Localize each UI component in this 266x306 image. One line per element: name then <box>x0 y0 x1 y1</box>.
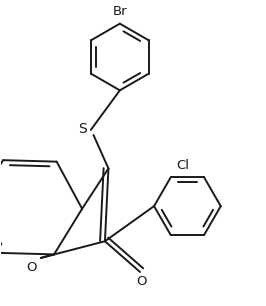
Text: O: O <box>136 275 147 289</box>
Text: Br: Br <box>113 6 127 18</box>
Text: Cl: Cl <box>176 159 189 172</box>
Text: O: O <box>26 261 36 274</box>
Text: S: S <box>78 122 86 136</box>
